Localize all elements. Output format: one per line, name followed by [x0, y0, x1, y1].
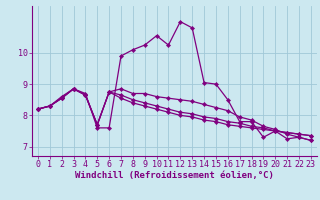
- X-axis label: Windchill (Refroidissement éolien,°C): Windchill (Refroidissement éolien,°C): [75, 171, 274, 180]
